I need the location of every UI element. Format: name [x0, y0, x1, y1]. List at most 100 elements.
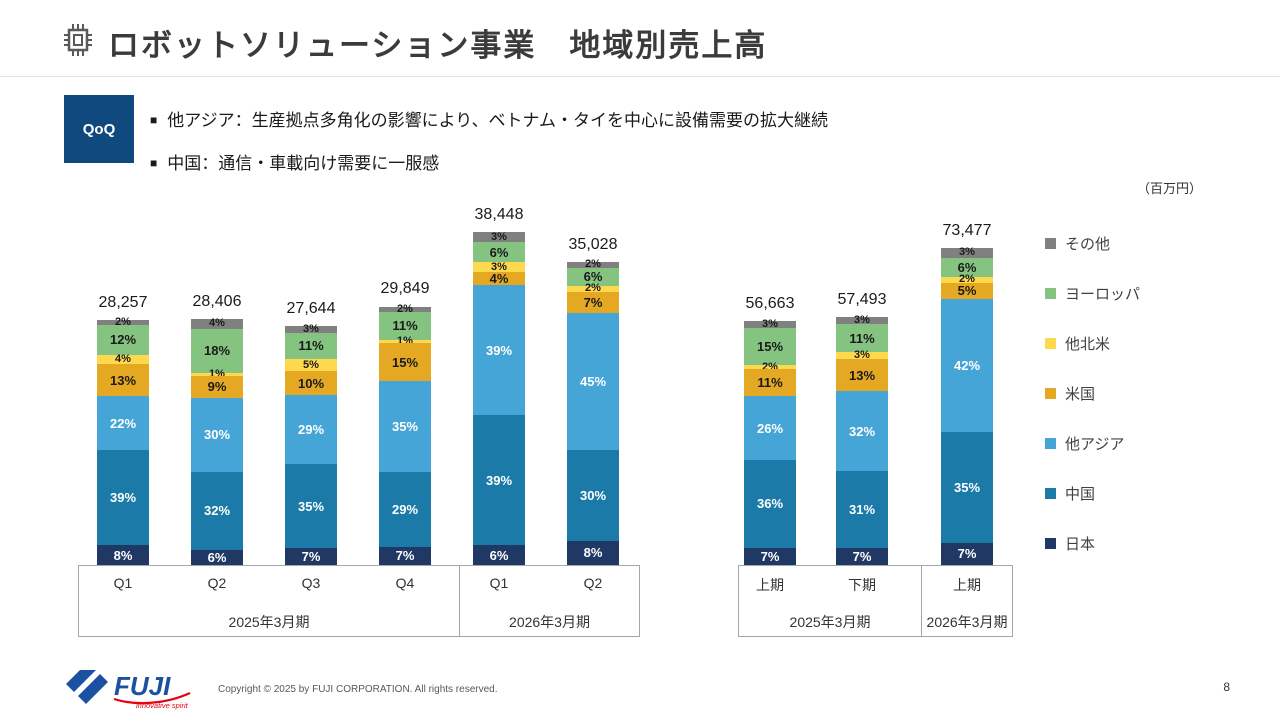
bar-segment-other-asia: 45% — [567, 313, 619, 450]
copyright-text: Copyright © 2025 by FUJI CORPORATION. Al… — [218, 684, 498, 695]
header-divider — [0, 76, 1280, 77]
legend-swatch-us — [1045, 387, 1056, 399]
bar-segment-japan: 8% — [97, 545, 149, 565]
unit-label: （百万円） — [1136, 181, 1202, 196]
bar-total-label: 28,257 — [98, 294, 148, 312]
bar-segment-others: 3% — [744, 318, 796, 330]
bar-segment-europe: 6% — [567, 267, 619, 286]
bullet-other-asia: 他アジア：生産拠点多角化の影響により、ベトナム・タイを中心に設備需要の拡大継続 — [150, 106, 828, 131]
legend-item-china: 中国 — [1045, 482, 1140, 504]
bar-segment-china: 35% — [285, 464, 337, 549]
bar-segment-japan: 7% — [379, 546, 431, 565]
stacked-bar-half-year-下期: 7% 31% 32% 13% 3% 11% 3% — [836, 314, 888, 565]
bar-total-label: 56,663 — [745, 294, 795, 312]
legend-swatch-other-north-america — [1045, 337, 1056, 349]
x-axis-label: Q3 — [301, 575, 321, 591]
legend-item-us: 米国 — [1045, 382, 1140, 404]
x-axis-label: 上期 — [953, 577, 981, 593]
bar-segment-europe: 12% — [97, 325, 149, 355]
bar-segment-china: 39% — [473, 415, 525, 546]
legend-item-other-asia: 他アジア — [1045, 432, 1140, 454]
legend-item-others: その他 — [1045, 232, 1140, 254]
bar-segment-other-north-america: 2% — [567, 283, 619, 294]
bar-total-label: 73,477 — [942, 222, 992, 239]
legend-label-japan: 日本 — [1065, 535, 1096, 553]
bar-segment-us: 10% — [285, 371, 337, 396]
bar-segment-us: 15% — [379, 342, 431, 382]
bar-segment-europe: 11% — [285, 332, 337, 360]
bar-segment-others: 4% — [191, 318, 243, 329]
bar-segment-china: 36% — [744, 459, 796, 548]
bar-segment-china: 35% — [941, 431, 993, 543]
legend-swatch-japan — [1045, 537, 1056, 549]
page-number: 8 — [1223, 680, 1230, 694]
chart-legend: その他ヨーロッパ他北米米国他アジア中国日本 — [1045, 232, 1140, 582]
bar-segment-other-asia: 22% — [97, 396, 149, 450]
stacked-bar-quarterly-Q3: 7% 35% 29% 10% 5% 11% 3% — [285, 323, 337, 565]
stacked-bar-half-year-上期: 7% 35% 42% 5% 2% 6% 3% — [941, 247, 993, 565]
x-axis-label: Q2 — [583, 575, 603, 591]
legend-label-europe: ヨーロッパ — [1065, 285, 1141, 303]
bar-segment-china: 32% — [191, 471, 243, 551]
half-year-axis-table: 2025年3月期 2026年3月期 — [738, 565, 1013, 637]
stacked-bar-quarterly-Q2: 8% 30% 45% 7% 2% 6% 2% — [567, 259, 619, 565]
bar-segment-other-north-america: 1% — [379, 336, 431, 346]
bar-segment-others: 2% — [97, 317, 149, 328]
stacked-bar-quarterly-Q2: 6% 32% 30% 9% 1% 18% 4% — [191, 318, 243, 565]
bar-segment-japan: 7% — [285, 548, 337, 565]
bar-segment-others: 3% — [836, 314, 888, 326]
bar-segment-other-asia: 29% — [285, 395, 337, 465]
bar-total-label: 28,406 — [192, 292, 242, 310]
bar-total-label: 27,644 — [286, 299, 336, 317]
bar-segment-china: 30% — [567, 449, 619, 541]
bar-segment-japan: 7% — [744, 547, 796, 565]
bar-total-label: 38,448 — [474, 206, 524, 223]
bar-segment-other-asia: 42% — [941, 298, 993, 432]
stacked-bar-half-year-上期: 7% 36% 26% 11% 2% 15% 3% — [744, 318, 796, 565]
bar-segment-japan: 7% — [836, 547, 888, 565]
quarterly-axis-table: 2025年3月期 2026年3月期 — [78, 565, 640, 637]
legend-label-china: 中国 — [1065, 485, 1096, 503]
bar-segment-japan: 8% — [567, 540, 619, 565]
bar-segment-china: 31% — [836, 470, 888, 548]
legend-item-europe: ヨーロッパ — [1045, 282, 1140, 304]
bar-segment-europe: 11% — [836, 324, 888, 352]
legend-label-us: 米国 — [1065, 385, 1096, 403]
x-axis-label: Q4 — [395, 575, 415, 591]
bar-segment-us: 5% — [941, 282, 993, 299]
bar-segment-others: 2% — [379, 303, 431, 314]
x-axis-label: Q1 — [489, 575, 509, 591]
bar-segment-china: 39% — [97, 449, 149, 546]
bar-segment-us: 9% — [191, 375, 243, 398]
legend-swatch-other-asia — [1045, 437, 1056, 449]
bar-segment-us: 11% — [744, 369, 796, 397]
logo-text: FUJI — [114, 671, 171, 701]
page-title: ロボットソリューション事業 地域別売上高 — [108, 28, 768, 63]
period-label-fy2025: 2025年3月期 — [228, 614, 310, 630]
bar-segment-other-north-america: 2% — [941, 273, 993, 285]
bar-segment-other-north-america: 4% — [97, 354, 149, 365]
bar-segment-others: 3% — [473, 231, 525, 242]
bar-segment-other-asia: 26% — [744, 396, 796, 460]
legend-label-others: その他 — [1065, 235, 1111, 253]
x-axis-label: 上期 — [756, 577, 784, 593]
bar-segment-us: 13% — [836, 359, 888, 392]
bar-segment-japan: 6% — [191, 550, 243, 565]
legend-label-other-north-america: 他北米 — [1065, 335, 1111, 353]
legend-swatch-europe — [1045, 287, 1056, 299]
callout-bullets: 他アジア：生産拠点多角化の影響により、ベトナム・タイを中心に設備需要の拡大継続 … — [150, 106, 828, 192]
bar-total-label: 29,849 — [380, 280, 430, 298]
bar-segment-europe: 15% — [744, 327, 796, 365]
bar-segment-europe: 11% — [379, 311, 431, 341]
slide-header: ロボットソリューション事業 地域別売上高 — [62, 20, 767, 65]
logo-tagline: innovative spirit — [136, 701, 189, 710]
bar-segment-others: 3% — [941, 247, 993, 258]
bar-segment-other-asia: 39% — [473, 285, 525, 416]
bar-segment-others: 2% — [567, 259, 619, 270]
bar-segment-others: 3% — [285, 323, 337, 334]
bar-segment-us: 7% — [567, 291, 619, 314]
fuji-logo: FUJI innovative spirit — [64, 668, 214, 715]
bar-segment-other-north-america: 5% — [285, 359, 337, 372]
